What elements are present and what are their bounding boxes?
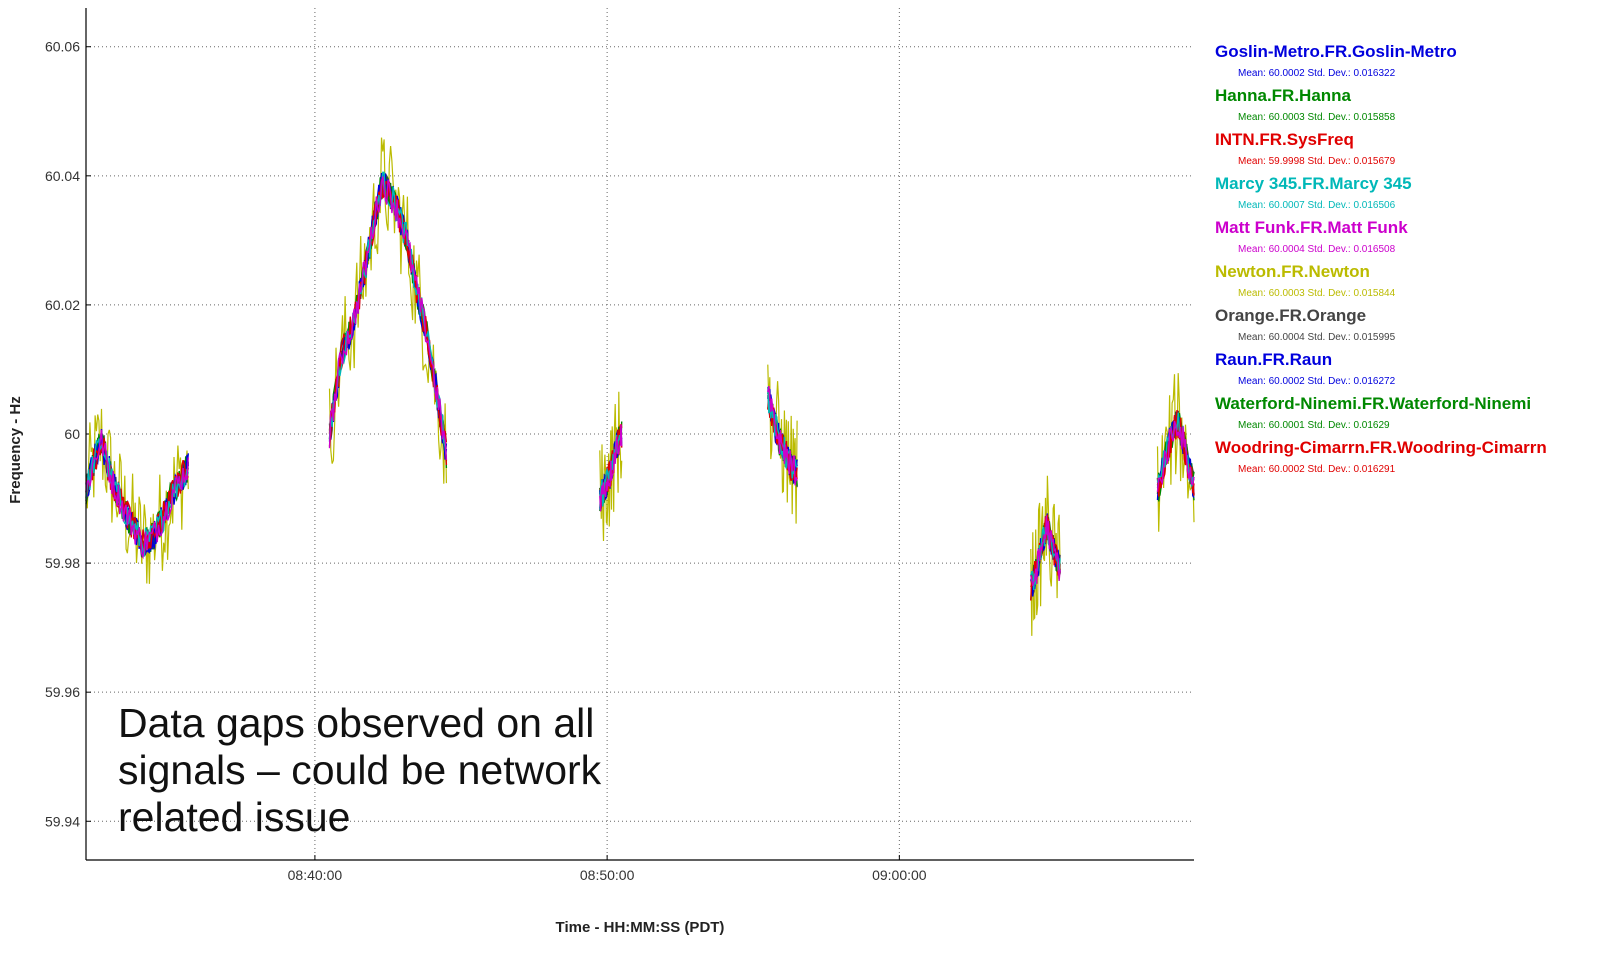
x-tick-label: 09:00:00 (872, 867, 927, 883)
series-line (599, 424, 623, 512)
legend-series-stats: Mean: 60.0007 Std. Dev.: 0.016506 (1238, 200, 1396, 211)
series-line (1030, 516, 1061, 601)
legend-series-stats: Mean: 60.0003 Std. Dev.: 0.015858 (1238, 112, 1396, 123)
x-tick-label: 08:50:00 (580, 867, 635, 883)
annotation-line: related issue (118, 794, 351, 840)
series-line (328, 137, 447, 484)
legend-series-name: Woodring-Cimarrn.FR.Woodring-Cimarrn (1215, 438, 1547, 457)
legend-series-name: Marcy 345.FR.Marcy 345 (1215, 174, 1412, 193)
annotation-line: Data gaps observed on all (118, 700, 595, 746)
x-tick-labels: 08:40:00 08:50:00 09:00:00 (288, 867, 927, 883)
legend-series-stats: Mean: 60.0003 Std. Dev.: 0.015844 (1238, 288, 1396, 299)
y-tick-label: 59.98 (45, 555, 80, 571)
y-tick-label: 60.02 (45, 297, 80, 313)
legend-series-name: Newton.FR.Newton (1215, 262, 1370, 281)
y-tick-labels: 60.06 60.04 60.02 60 59.98 59.96 59.94 (45, 39, 80, 830)
y-tick-label: 59.94 (45, 813, 80, 829)
y-tick-label: 60.06 (45, 39, 80, 55)
legend: Goslin-Metro.FR.Goslin-Metro Mean: 60.000… (1215, 42, 1547, 475)
legend-series-name: Matt Funk.FR.Matt Funk (1215, 218, 1408, 237)
y-tick-label: 60.04 (45, 168, 80, 184)
legend-series-name: Hanna.FR.Hanna (1215, 86, 1352, 105)
legend-series-stats: Mean: 60.0004 Std. Dev.: 0.015995 (1238, 332, 1396, 343)
annotation-note: Data gaps observed on all signals – coul… (118, 700, 738, 841)
series-line (1030, 516, 1061, 583)
legend-series-stats: Mean: 60.0002 Std. Dev.: 0.016291 (1238, 464, 1396, 475)
series-line (1030, 515, 1061, 586)
x-axis-title: Time - HH:MM:SS (PDT) (556, 919, 725, 936)
series-line (1156, 420, 1195, 492)
y-axis-title: Frequency - Hz (7, 396, 24, 504)
legend-series-stats: Mean: 60.0002 Std. Dev.: 0.016272 (1238, 376, 1396, 387)
legend-series-stats: Mean: 60.0002 Std. Dev.: 0.016322 (1238, 68, 1396, 79)
legend-series-name: Orange.FR.Orange (1215, 306, 1366, 325)
series-line (85, 429, 189, 560)
series-line (599, 391, 623, 542)
legend-series-name: Raun.FR.Raun (1215, 350, 1332, 369)
series-line (1156, 373, 1195, 532)
y-tick-label: 59.96 (45, 684, 80, 700)
legend-series-name: Goslin-Metro.FR.Goslin-Metro (1215, 42, 1457, 61)
legend-series-stats: Mean: 60.0001 Std. Dev.: 0.01629 (1238, 420, 1390, 431)
data-layer (85, 137, 1195, 636)
series-line (767, 386, 798, 479)
legend-series-stats: Mean: 60.0004 Std. Dev.: 0.016508 (1238, 244, 1396, 255)
series-line (767, 385, 798, 486)
legend-series-name: Waterford-Ninemi.FR.Waterford-Ninemi (1215, 394, 1531, 413)
series-line (328, 176, 448, 460)
legend-series-stats: Mean: 59.9998 Std. Dev.: 0.015679 (1238, 156, 1396, 167)
legend-series-name: INTN.FR.SysFreq (1215, 130, 1354, 149)
annotation-line: signals – could be network (118, 747, 602, 793)
grid-lines (86, 8, 1194, 860)
y-tick-label: 60 (64, 426, 80, 442)
x-tick-label: 08:40:00 (288, 867, 343, 883)
